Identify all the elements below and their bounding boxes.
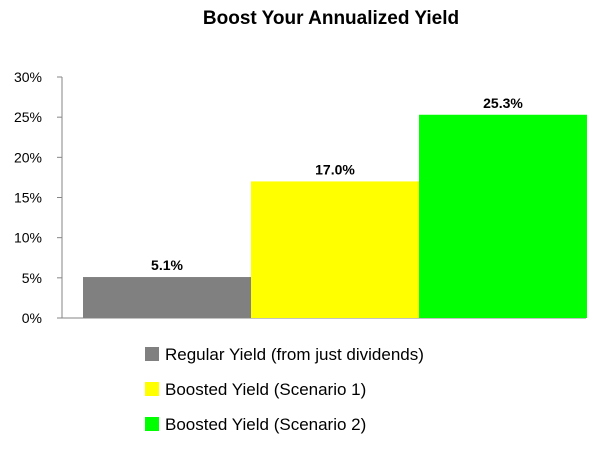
data-label: 5.1% <box>151 257 183 273</box>
legend-swatch <box>145 382 159 396</box>
y-tick-label: 15% <box>14 190 42 206</box>
bar <box>419 114 587 318</box>
legend-entry: Boosted Yield (Scenario 1) <box>165 380 366 399</box>
legend-entry: Boosted Yield (Scenario 2) <box>165 415 366 434</box>
data-labels: 5.1% 17.0% 25.3% <box>151 95 523 273</box>
data-label: 25.3% <box>483 95 523 111</box>
y-tick-label: 10% <box>14 230 42 246</box>
data-label: 17.0% <box>315 161 355 177</box>
bar <box>83 277 251 318</box>
bar <box>251 181 419 318</box>
legend-swatch <box>145 417 159 431</box>
legend-swatch <box>145 347 159 361</box>
legend: Regular Yield (from just dividends) Boost… <box>145 345 424 434</box>
y-tick-label: 20% <box>14 149 42 165</box>
plot-area <box>83 114 587 318</box>
y-tick-label: 25% <box>14 109 42 125</box>
y-tick-label: 5% <box>22 270 42 286</box>
chart-title: Boost Your Annualized Yield <box>203 8 459 29</box>
y-tick-label: 30% <box>14 69 42 85</box>
legend-entry: Regular Yield (from just dividends) <box>165 345 424 364</box>
y-tick-label: 0% <box>22 310 42 326</box>
